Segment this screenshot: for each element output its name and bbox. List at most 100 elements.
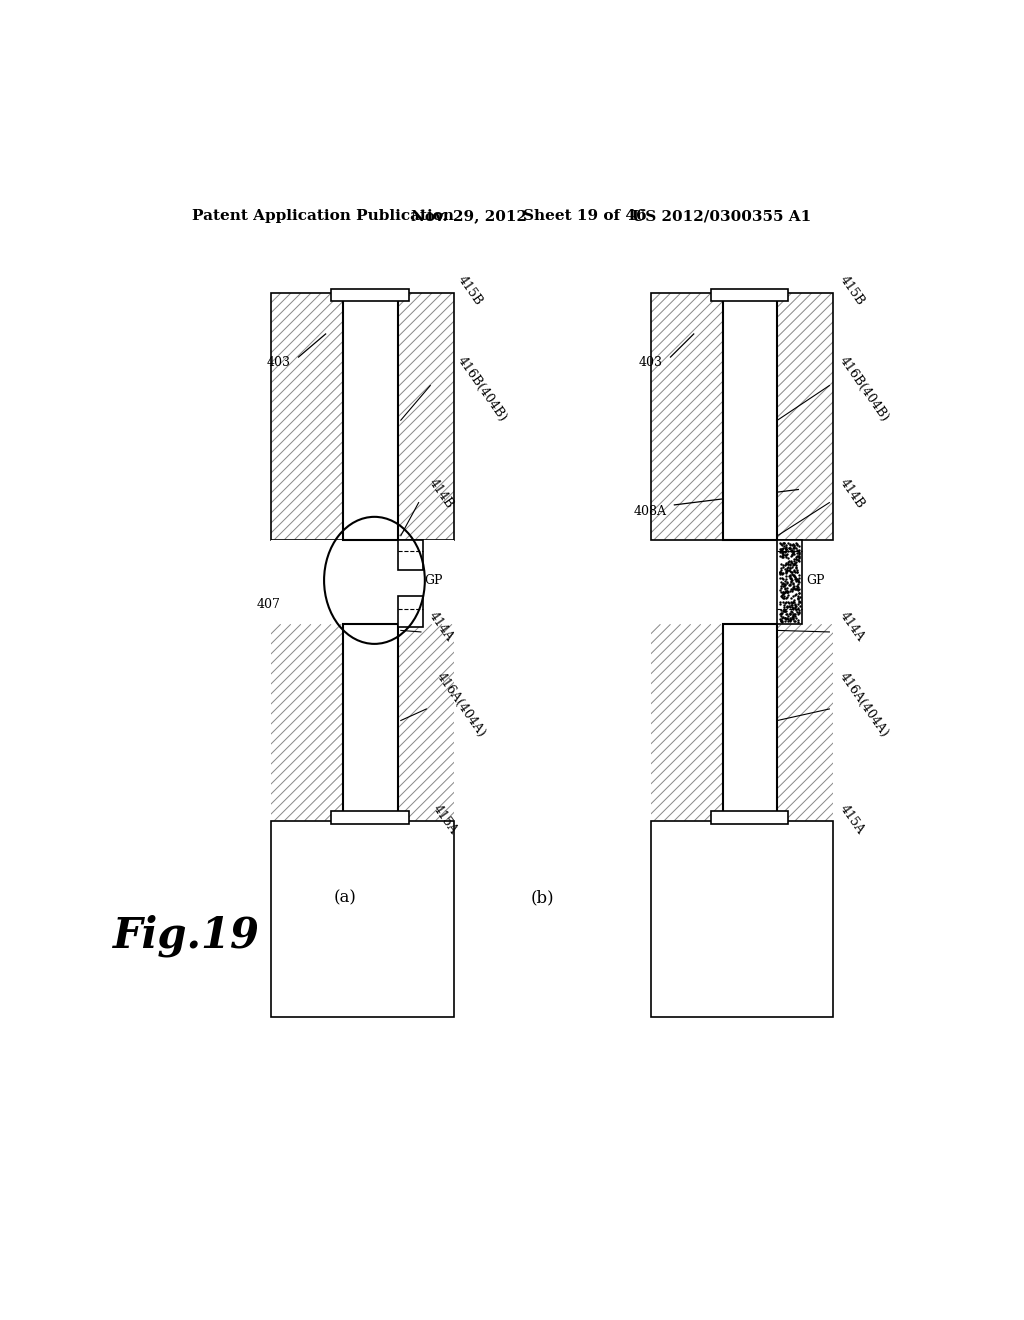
- Point: [773, 582, 790, 603]
- Point: [773, 586, 790, 607]
- Point: [790, 549, 806, 570]
- Point: [778, 561, 795, 582]
- Point: [782, 581, 799, 602]
- Point: [773, 607, 790, 628]
- Bar: [651, 821, 834, 1016]
- Point: [788, 533, 805, 554]
- Point: [772, 557, 788, 578]
- Point: [788, 568, 805, 589]
- Text: 414B: 414B: [426, 477, 456, 511]
- Point: [772, 539, 788, 560]
- Text: 415A: 415A: [430, 801, 460, 837]
- Text: 415B: 415B: [838, 273, 866, 308]
- Point: [772, 562, 788, 583]
- Point: [783, 544, 800, 565]
- Point: [790, 561, 806, 582]
- Point: [786, 560, 803, 581]
- Point: [791, 569, 807, 590]
- Point: [772, 578, 788, 599]
- Point: [787, 593, 804, 614]
- Point: [782, 550, 799, 572]
- Point: [774, 601, 791, 622]
- Point: [788, 560, 805, 581]
- Point: [776, 574, 793, 595]
- Point: [787, 568, 804, 589]
- Point: [772, 591, 788, 612]
- Point: [774, 539, 791, 560]
- Point: [785, 579, 802, 601]
- Point: [780, 550, 797, 572]
- Point: [791, 602, 807, 623]
- Point: [784, 593, 801, 614]
- Bar: [723, 297, 777, 540]
- Point: [775, 569, 792, 590]
- Point: [781, 597, 798, 618]
- Point: [784, 540, 801, 561]
- Point: [777, 539, 794, 560]
- Point: [775, 597, 792, 618]
- Point: [779, 540, 796, 561]
- Point: [776, 587, 793, 609]
- Point: [783, 544, 800, 565]
- Point: [775, 572, 792, 593]
- Bar: [777, 540, 802, 624]
- Point: [779, 595, 796, 616]
- Text: 416B(404B): 416B(404B): [455, 354, 510, 425]
- Point: [782, 568, 799, 589]
- Point: [785, 536, 802, 557]
- Point: [772, 610, 788, 631]
- Point: [782, 603, 799, 624]
- Point: [778, 535, 795, 556]
- Point: [783, 594, 800, 615]
- Point: [781, 537, 798, 558]
- Point: [777, 610, 794, 631]
- Point: [777, 593, 794, 614]
- Point: [782, 533, 799, 554]
- Point: [782, 609, 799, 630]
- Point: [787, 554, 804, 576]
- Point: [791, 546, 807, 568]
- Point: [790, 570, 806, 591]
- Point: [772, 562, 788, 583]
- Point: [772, 603, 788, 624]
- Point: [778, 561, 795, 582]
- Point: [786, 552, 803, 573]
- Point: [782, 610, 799, 631]
- Text: Fig.19: Fig.19: [113, 915, 260, 957]
- Point: [775, 599, 792, 620]
- Point: [779, 606, 796, 627]
- Point: [782, 573, 799, 594]
- Point: [775, 582, 792, 603]
- Point: [785, 548, 802, 569]
- Bar: [711, 289, 788, 301]
- Point: [773, 535, 790, 556]
- Point: [792, 540, 808, 561]
- Point: [786, 537, 803, 558]
- Point: [773, 599, 790, 620]
- Point: [792, 541, 808, 562]
- Point: [779, 558, 796, 579]
- Point: [778, 603, 795, 624]
- Point: [778, 562, 795, 583]
- Point: [787, 548, 804, 569]
- Point: [775, 581, 792, 602]
- Point: [785, 536, 802, 557]
- Point: [786, 576, 803, 597]
- Point: [786, 597, 803, 618]
- Point: [792, 543, 808, 564]
- Point: [779, 577, 796, 598]
- Point: [791, 572, 807, 593]
- Point: [784, 591, 801, 612]
- Point: [777, 553, 794, 574]
- Point: [774, 541, 791, 562]
- Point: [787, 579, 804, 601]
- Point: [784, 594, 801, 615]
- Point: [778, 581, 795, 602]
- Point: [785, 554, 802, 576]
- Point: [783, 557, 800, 578]
- Point: [784, 570, 801, 591]
- Point: [778, 581, 795, 602]
- Bar: [271, 540, 454, 624]
- Point: [775, 601, 792, 622]
- Point: [790, 587, 806, 609]
